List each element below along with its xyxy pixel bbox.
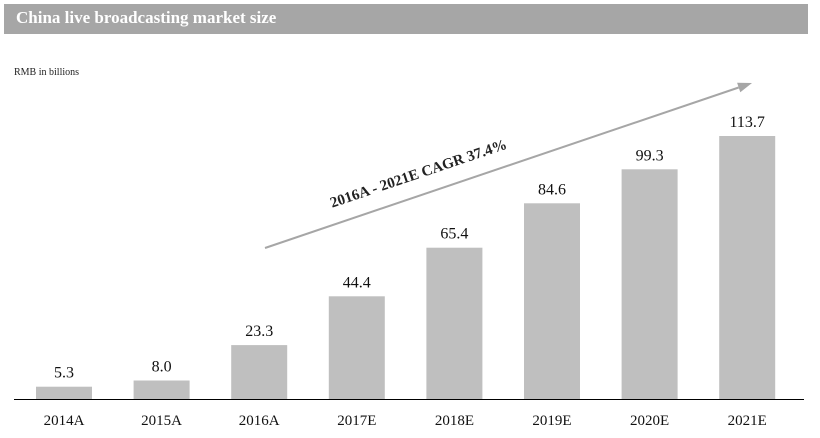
- cagr-annotation: 2016A - 2021E CAGR 37.4%: [264, 82, 752, 249]
- bar-2018E: [426, 247, 483, 399]
- title-bar: China live broadcasting market size: [4, 4, 808, 34]
- bar-2016A: [231, 345, 288, 399]
- value-label-2020E: 99.3: [636, 147, 664, 164]
- bar-2015A: [133, 380, 190, 399]
- value-label-2016A: 23.3: [245, 323, 273, 340]
- tick-label-group: 2014A 2015A 2016A 2017E 2018E 2019E 2020E 2021E: [44, 413, 767, 429]
- tick-label-2021E: 2021E: [728, 413, 767, 429]
- value-label-2019E: 84.6: [538, 181, 566, 198]
- value-label-group: 5.3 8.0 23.3 44.4 65.4 84.6 99.3 113.7: [54, 114, 765, 382]
- value-label-2021E: 113.7: [729, 114, 764, 131]
- bar-2019E: [524, 203, 580, 399]
- tick-label-2020E: 2020E: [630, 413, 669, 429]
- bar-2020E: [621, 169, 678, 399]
- value-label-2018E: 65.4: [440, 226, 468, 243]
- value-label-2015A: 8.0: [152, 359, 172, 376]
- value-label-2017E: 44.4: [343, 274, 371, 291]
- tick-label-2015A: 2015A: [141, 413, 182, 429]
- cagr-arrow-line: [264, 86, 740, 249]
- unit-label: RMB in billions: [14, 67, 80, 78]
- bar-2014A: [36, 386, 92, 399]
- tick-label-2018E: 2018E: [435, 413, 474, 429]
- tick-label-2016A: 2016A: [239, 413, 280, 429]
- value-label-2014A: 5.3: [54, 365, 74, 382]
- bar-group: [36, 136, 776, 399]
- bar-2021E: [719, 136, 776, 399]
- tick-label-2017E: 2017E: [337, 413, 376, 429]
- tick-label-2019E: 2019E: [532, 413, 571, 429]
- bar-2017E: [328, 296, 385, 399]
- cagr-arrow-head: [737, 82, 752, 93]
- tick-label-2014A: 2014A: [44, 413, 85, 429]
- chart-title: China live broadcasting market size: [16, 8, 277, 27]
